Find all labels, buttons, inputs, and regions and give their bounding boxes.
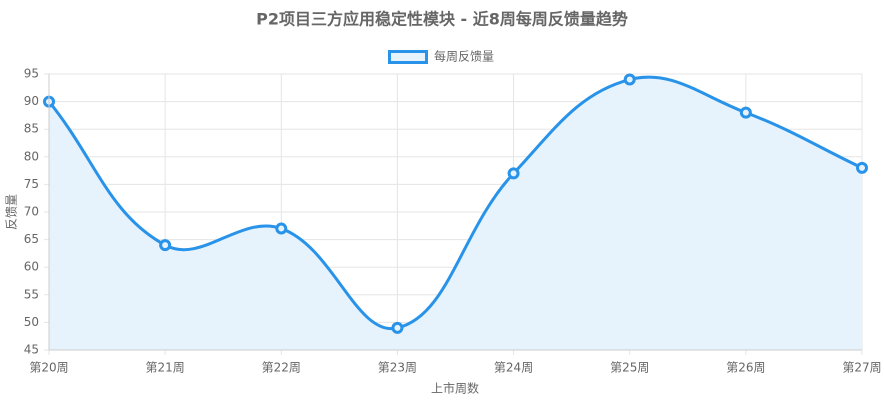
- y-tick-label: 55: [24, 287, 39, 301]
- point: [507, 167, 520, 180]
- y-tick-label: 85: [24, 122, 39, 136]
- area: [49, 77, 862, 350]
- chart-title: P2项目三方应用稳定性模块 - 近8周每周反馈量趋势: [256, 10, 628, 29]
- point: [739, 106, 752, 119]
- x-tick-label: 第27周: [842, 361, 881, 375]
- x-tick-label: 第24周: [494, 361, 533, 375]
- y-tick-label: 90: [24, 94, 39, 108]
- x-tick-label: 第26周: [726, 361, 765, 375]
- y-axis-label: 反馈量: [5, 194, 19, 230]
- point: [159, 239, 172, 252]
- y-tick-label: 75: [24, 177, 39, 191]
- x-tick-label: 第20周: [29, 361, 68, 375]
- x-tick-label: 第21周: [146, 361, 185, 375]
- x-tick-label: 第25周: [610, 361, 649, 375]
- y-tick-label: 70: [24, 205, 39, 219]
- y-tick-label: 45: [24, 343, 39, 357]
- legend-swatch: [388, 50, 428, 64]
- y-tick-label: 80: [24, 149, 39, 163]
- point: [275, 222, 288, 235]
- y-tick-label: 60: [24, 260, 39, 274]
- legend-label: 每周反馈量: [434, 49, 494, 64]
- x-tick-label: 第23周: [378, 361, 417, 375]
- line: [47, 75, 863, 331]
- y-tick-label: 65: [24, 232, 39, 246]
- y-tick-label: 50: [24, 315, 39, 329]
- point: [391, 321, 404, 334]
- point: [856, 161, 868, 174]
- y-tick-label: 95: [24, 67, 39, 81]
- point: [623, 73, 636, 86]
- x-tick-label: 第22周: [262, 361, 301, 375]
- x-axis-label: 上市周数: [431, 381, 479, 396]
